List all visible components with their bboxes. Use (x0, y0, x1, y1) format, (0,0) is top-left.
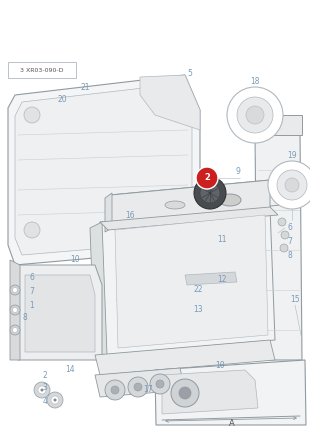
Polygon shape (90, 222, 107, 360)
Polygon shape (105, 193, 112, 232)
Circle shape (12, 288, 17, 292)
Ellipse shape (219, 194, 241, 206)
Circle shape (41, 388, 43, 391)
Polygon shape (25, 275, 95, 352)
Text: 3 XR03-090-D: 3 XR03-090-D (20, 68, 64, 73)
Circle shape (281, 231, 289, 239)
Circle shape (12, 307, 17, 313)
Polygon shape (110, 180, 270, 228)
Text: 14: 14 (65, 366, 75, 375)
Circle shape (280, 244, 288, 252)
Text: 8: 8 (288, 252, 292, 261)
Text: 20: 20 (57, 95, 67, 104)
Circle shape (24, 107, 40, 123)
Polygon shape (10, 260, 20, 360)
Text: 12: 12 (217, 276, 227, 285)
Text: 1: 1 (30, 301, 34, 310)
Text: 17: 17 (143, 386, 153, 394)
Text: 11: 11 (217, 236, 227, 245)
Text: 5: 5 (188, 68, 193, 77)
Circle shape (150, 374, 170, 394)
Text: 10: 10 (70, 255, 80, 264)
Text: 13: 13 (193, 305, 203, 314)
Text: A: A (229, 420, 235, 429)
Circle shape (10, 285, 20, 295)
Circle shape (268, 161, 310, 209)
Circle shape (47, 392, 63, 408)
Polygon shape (18, 265, 102, 360)
Text: 16: 16 (125, 211, 135, 219)
Circle shape (227, 87, 283, 143)
Circle shape (24, 222, 40, 238)
Polygon shape (162, 370, 258, 414)
Circle shape (171, 379, 199, 407)
Text: 4: 4 (42, 396, 47, 405)
Circle shape (10, 325, 20, 335)
Text: 10: 10 (215, 360, 225, 369)
Text: 15: 15 (290, 295, 300, 304)
Text: 22: 22 (193, 286, 203, 295)
Text: 19: 19 (287, 151, 297, 160)
Circle shape (34, 382, 50, 398)
Text: 8: 8 (23, 313, 27, 322)
Polygon shape (110, 180, 280, 222)
Polygon shape (95, 340, 275, 375)
Circle shape (134, 383, 142, 391)
Circle shape (12, 328, 17, 332)
Circle shape (237, 97, 273, 133)
Circle shape (196, 167, 218, 189)
Circle shape (128, 377, 148, 397)
Polygon shape (240, 115, 302, 135)
Polygon shape (8, 75, 200, 265)
Text: 18: 18 (250, 77, 260, 86)
Polygon shape (155, 360, 306, 425)
Circle shape (54, 399, 56, 402)
Circle shape (51, 396, 59, 404)
Circle shape (105, 380, 125, 400)
Circle shape (200, 183, 220, 203)
Circle shape (38, 386, 46, 394)
Circle shape (277, 170, 307, 200)
Text: 9: 9 (236, 168, 241, 176)
Polygon shape (115, 215, 268, 348)
Text: 7: 7 (29, 288, 34, 297)
Circle shape (111, 386, 119, 394)
Circle shape (285, 178, 299, 192)
Circle shape (278, 218, 286, 226)
Circle shape (194, 177, 226, 209)
Text: 6: 6 (29, 273, 34, 283)
Text: 3: 3 (42, 384, 47, 393)
Polygon shape (15, 84, 192, 255)
Text: 2: 2 (204, 173, 210, 182)
Circle shape (246, 106, 264, 124)
Polygon shape (185, 272, 237, 285)
Circle shape (179, 387, 191, 399)
Text: 6: 6 (288, 224, 292, 233)
Text: 2: 2 (43, 371, 47, 380)
Ellipse shape (165, 201, 185, 209)
FancyBboxPatch shape (8, 62, 76, 78)
Polygon shape (100, 207, 275, 355)
Polygon shape (255, 130, 302, 360)
Polygon shape (95, 368, 185, 397)
Polygon shape (140, 75, 200, 130)
Circle shape (156, 380, 164, 388)
Text: 21: 21 (80, 83, 90, 92)
Circle shape (10, 305, 20, 315)
Polygon shape (100, 207, 278, 230)
Text: 7: 7 (288, 237, 292, 246)
